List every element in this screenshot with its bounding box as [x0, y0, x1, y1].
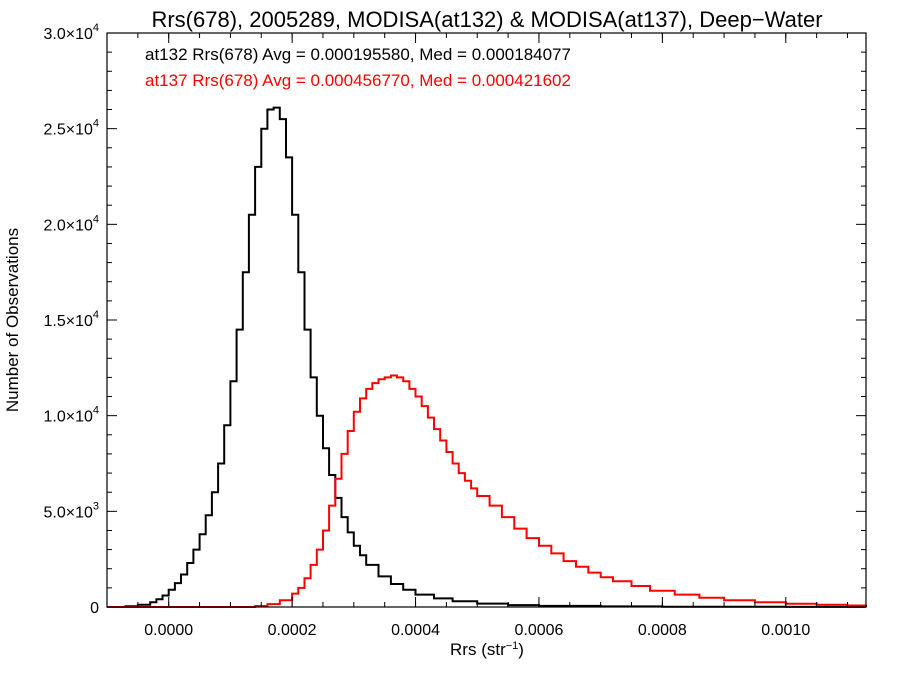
y-tick-label-mantissa: 5.0×10	[43, 504, 92, 521]
x-axis: 0.0000 0.0002 0.0004 0.0006 0.0008 0.0010	[106, 33, 848, 639]
y-tick-label-exponent: 4	[93, 22, 99, 34]
series-1-line	[107, 106, 867, 608]
y-tick-label: 1.0×104	[43, 405, 99, 426]
y-tick-label-mantissa: 3.0×10	[43, 26, 92, 43]
x-tick-label: 0.0006	[514, 622, 563, 639]
y-tick-label-mantissa: 2.5×10	[43, 122, 92, 139]
x-tick-label: 0.0004	[391, 622, 440, 639]
y-tick-label: 1.5×104	[43, 309, 99, 330]
y-tick-label: 0	[90, 600, 99, 617]
y-tick-label-mantissa: 1.5×10	[43, 313, 92, 330]
y-axis-label: Number of Observations	[3, 228, 22, 412]
y-tick-label-exponent: 3	[93, 500, 99, 512]
annotation-1: at132 Rrs(678) Avg = 0.000195580, Med = …	[145, 45, 571, 64]
y-tick-label-mantissa: 0	[90, 600, 99, 617]
y-tick-label: 5.0×103	[43, 500, 99, 521]
y-axis: 05.0×1031.0×1041.5×1042.0×1042.5×1043.0×…	[43, 22, 866, 617]
x-axis-label-superscript: −1	[506, 640, 519, 652]
annotations: at132 Rrs(678) Avg = 0.000195580, Med = …	[145, 45, 571, 90]
x-tick-label: 0.0008	[638, 622, 687, 639]
x-axis-label-close: )	[518, 640, 524, 659]
x-tick-label: 0.0010	[761, 622, 810, 639]
x-axis-label-text: Rrs (str	[450, 640, 506, 659]
y-tick-label-mantissa: 2.0×10	[43, 217, 92, 234]
plot-series	[107, 106, 867, 608]
y-tick-label-exponent: 4	[93, 213, 99, 225]
y-tick-label: 2.5×104	[43, 118, 99, 139]
x-tick-label: 0.0002	[268, 622, 317, 639]
y-tick-label: 2.0×104	[43, 213, 99, 234]
x-axis-label: Rrs (str−1)	[450, 640, 524, 659]
y-tick-label-exponent: 4	[93, 309, 99, 321]
y-tick-label-exponent: 4	[93, 405, 99, 417]
x-tick-label: 0.0000	[144, 622, 193, 639]
chart-title: Rrs(678), 2005289, MODISA(at132) & MODIS…	[151, 7, 822, 32]
y-tick-label: 3.0×104	[43, 22, 99, 43]
series-2-line	[107, 374, 867, 608]
annotation-2: at137 Rrs(678) Avg = 0.000456770, Med = …	[145, 71, 571, 90]
y-tick-label-exponent: 4	[93, 118, 99, 130]
y-tick-label-mantissa: 1.0×10	[43, 409, 92, 426]
